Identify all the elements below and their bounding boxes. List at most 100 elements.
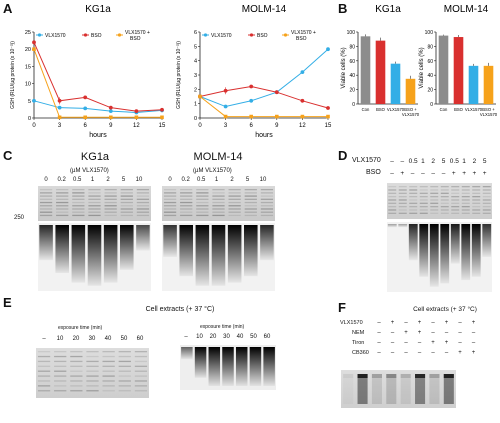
gel-band	[451, 202, 460, 204]
gel-band	[440, 206, 449, 208]
legend-marker-1-1	[249, 33, 254, 37]
gel-band	[398, 202, 407, 204]
lane-label-bso: +	[472, 170, 477, 177]
lane-label: 50	[250, 334, 257, 340]
series-line-0-1	[33, 42, 163, 112]
point-0-2-1	[57, 115, 62, 120]
lane-label: –	[42, 336, 46, 342]
point-0-2-3	[109, 115, 113, 120]
gel-band	[86, 380, 99, 382]
x-tick-label-0-0: 0	[32, 123, 36, 129]
point-1-1-1	[223, 88, 228, 93]
smear-lane	[471, 224, 481, 277]
gel-band	[409, 199, 418, 201]
gel-band	[196, 205, 209, 207]
gel-band	[39, 205, 53, 207]
x-tick-label-0-2: 6	[84, 123, 88, 129]
gel-band	[37, 355, 51, 358]
lane-label: –	[390, 158, 394, 165]
gel-band	[134, 385, 148, 387]
gel-band	[409, 192, 418, 194]
bar-0-1	[375, 40, 386, 104]
lane-label: 20	[209, 334, 217, 340]
gel-band	[451, 209, 460, 211]
point-0-1-0	[32, 40, 36, 45]
gel-band	[37, 390, 51, 392]
gel-band	[180, 205, 193, 207]
gel-band	[118, 351, 131, 353]
gel-band	[86, 375, 99, 377]
gel-band	[37, 385, 51, 387]
point-1-0-5	[326, 47, 330, 52]
f-row-mark: –	[471, 340, 476, 346]
point-1-0-1	[223, 104, 228, 109]
lane-label-bso: +	[400, 170, 405, 177]
gel-band	[228, 195, 241, 197]
gel-band	[212, 198, 225, 200]
lane-label: 60	[263, 334, 271, 340]
lane-label: 2	[472, 158, 477, 165]
gel-band	[430, 192, 439, 194]
y-tick-label-1-2: 2	[194, 87, 197, 93]
gel-band	[72, 211, 85, 213]
gel-band	[39, 201, 53, 204]
smear-lane	[235, 347, 248, 386]
gel-band	[482, 202, 491, 204]
gel-band	[228, 198, 241, 200]
gel-band	[398, 186, 407, 188]
f-row-mark: +	[431, 340, 435, 346]
gel-band	[451, 196, 460, 198]
y-axis-label-0: GSH (RLU/µg protein (x 10⁻³))	[10, 41, 16, 109]
f-row-mark: –	[377, 330, 381, 336]
bar-y-tick-label-0-5: 100	[347, 30, 356, 36]
gel-band	[39, 211, 53, 213]
gel-band	[180, 214, 193, 217]
gel-band	[104, 214, 117, 217]
gel-d-blot	[387, 222, 492, 292]
series-line-1-0	[199, 48, 329, 108]
lane-label: 0.5	[197, 177, 206, 183]
point-1-1-5	[326, 106, 330, 110]
gel-band	[180, 201, 193, 204]
gel-band	[163, 208, 177, 210]
smear-lane	[387, 224, 397, 228]
x-tick-label-1-0: 0	[198, 123, 202, 129]
gel-d-top-stain	[387, 183, 492, 219]
e-gel2-label: exposure time (min)	[200, 324, 245, 330]
gel-band	[72, 195, 85, 197]
smear-lane	[194, 347, 207, 378]
gel-band	[409, 202, 418, 204]
gel-band	[102, 380, 115, 382]
bar-0-0	[360, 36, 371, 104]
gel-band	[419, 199, 428, 201]
gel-band	[54, 380, 67, 382]
f-gel-top-band	[429, 374, 440, 378]
smear-lane	[244, 225, 258, 277]
y-tick-label-1-1: 1	[194, 102, 197, 108]
lane-label: 1	[90, 177, 95, 183]
gel-band	[39, 195, 53, 197]
smear-lane	[482, 224, 492, 257]
point-1-1-4	[300, 98, 305, 103]
gel-band	[244, 198, 257, 200]
gel-band	[398, 199, 407, 201]
point-0-0-1	[57, 105, 62, 110]
panel-letter-e: E	[3, 295, 12, 310]
gel-band	[260, 214, 274, 217]
gel-band	[70, 365, 83, 367]
gel-band	[260, 198, 274, 200]
lane-label: 5	[482, 158, 487, 165]
y-tick-label-1-4: 4	[194, 59, 197, 65]
gel-band	[39, 198, 53, 200]
gel-band	[388, 186, 397, 188]
gel-band	[260, 201, 274, 204]
legend-marker-0-2	[117, 33, 122, 37]
lane-label: 1	[214, 177, 219, 183]
gel-band	[409, 186, 418, 188]
smear-lane	[87, 225, 102, 286]
lane-label: 10	[259, 177, 267, 183]
gel-band	[180, 198, 193, 200]
f-row-label: VLX1570	[340, 320, 363, 326]
lane-label-bso: –	[410, 170, 415, 177]
gel-band	[88, 195, 101, 197]
